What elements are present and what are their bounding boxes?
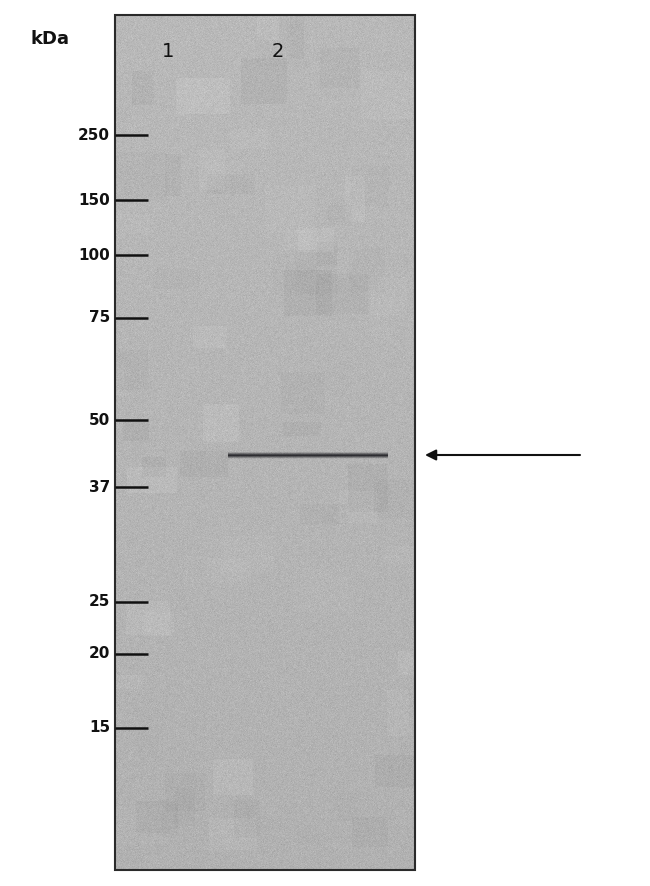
- Text: 15: 15: [89, 720, 110, 735]
- Text: 37: 37: [89, 479, 110, 494]
- Text: 1: 1: [162, 42, 174, 61]
- Text: 100: 100: [78, 247, 110, 262]
- Text: 50: 50: [89, 413, 110, 428]
- Text: 150: 150: [78, 192, 110, 207]
- Text: 25: 25: [88, 595, 110, 610]
- Text: 250: 250: [78, 128, 110, 143]
- Text: kDa: kDa: [30, 30, 69, 48]
- Text: 2: 2: [272, 42, 284, 61]
- Bar: [115, 15, 415, 870]
- Text: 20: 20: [88, 647, 110, 662]
- Text: 75: 75: [89, 310, 110, 325]
